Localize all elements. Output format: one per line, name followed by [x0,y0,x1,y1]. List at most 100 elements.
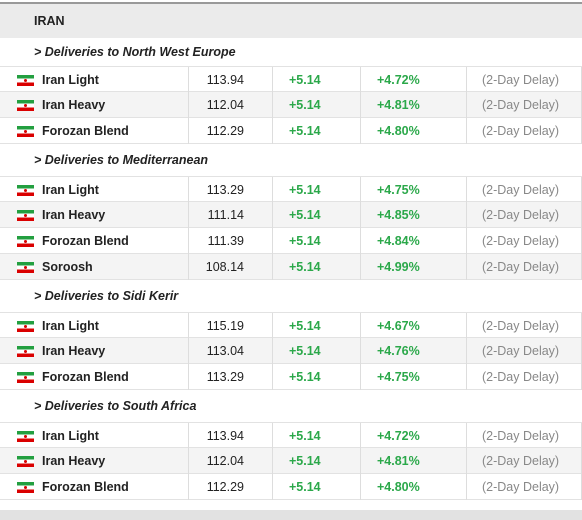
flag-icon [17,482,34,493]
column-divider [466,254,467,280]
change: +5.14 [289,234,321,248]
price: 112.04 [206,454,244,468]
column-divider [466,177,467,203]
column-divider [360,177,361,203]
flag-icon [17,346,34,357]
table-header: IRAN [0,2,582,38]
delay-note: (2-Day Delay) [482,480,560,494]
change-percent: +4.75% [377,183,420,197]
flag-emblem [24,104,27,107]
flag-icon [17,372,34,383]
column-divider [466,423,467,449]
column-divider [360,92,361,118]
price: 115.19 [206,319,244,333]
column-divider [272,228,273,254]
column-divider [188,202,189,228]
column-divider [360,202,361,228]
column-divider [360,254,361,280]
crude-name: Iran Light [42,183,99,197]
column-divider [188,448,189,474]
table-row: Forozan Blend 112.29 +5.14 +4.80% (2-Day Del… [0,118,582,144]
column-divider [360,338,361,364]
crude-name: Forozan Blend [42,370,129,384]
price: 111.39 [207,234,244,248]
flag-emblem [24,486,27,489]
table-row: Iran Light 113.29 +5.14 +4.75% (2-Day Delay) [0,176,582,203]
column-divider [360,474,361,500]
change-percent: +4.72% [377,73,420,87]
change-percent: +4.99% [377,260,420,274]
change: +5.14 [289,73,321,87]
crude-name: Soroosh [42,260,93,274]
change: +5.14 [289,480,321,494]
column-divider [188,338,189,364]
change: +5.14 [289,344,321,358]
price: 113.04 [206,344,244,358]
column-divider [466,92,467,118]
crude-name: Iran Heavy [42,454,106,468]
table-row: Soroosh 108.14 +5.14 +4.99% (2-Day Delay) [0,254,582,280]
table-row: Forozan Blend 113.29 +5.14 +4.75% (2-Day Del… [0,364,582,390]
flag-emblem [24,350,27,353]
change: +5.14 [289,183,321,197]
section-title: > Deliveries to South Africa [34,399,197,413]
flag-emblem [24,189,27,192]
flag-icon [17,456,34,467]
column-divider [272,474,273,500]
delay-note: (2-Day Delay) [482,208,560,222]
table-row: Iran Heavy 112.04 +5.14 +4.81% (2-Day Delay) [0,448,582,474]
delay-note: (2-Day Delay) [482,124,560,138]
delay-note: (2-Day Delay) [482,98,560,112]
change-percent: +4.80% [377,124,420,138]
flag-emblem [24,435,27,438]
section-title: > Deliveries to Sidi Kerir [34,289,179,303]
column-divider [466,474,467,500]
price: 112.04 [206,98,244,112]
delay-note: (2-Day Delay) [482,429,560,443]
column-divider [188,423,189,449]
delay-note: (2-Day Delay) [482,344,560,358]
table-row: Forozan Blend 112.29 +5.14 +4.80% (2-Day Del… [0,474,582,500]
change: +5.14 [289,260,321,274]
column-divider [272,92,273,118]
column-divider [188,364,189,390]
change-percent: +4.67% [377,319,420,333]
column-divider [272,67,273,93]
column-divider [188,177,189,203]
change-percent: +4.81% [377,98,420,112]
crude-name: Forozan Blend [42,480,129,494]
flag-icon [17,321,34,332]
table-row: Iran Light 113.94 +5.14 +4.72% (2-Day Delay) [0,66,582,93]
crude-name: Forozan Blend [42,234,129,248]
flag-icon [17,210,34,221]
flag-icon [17,431,34,442]
flag-emblem [24,376,27,379]
change: +5.14 [289,124,321,138]
change: +5.14 [289,429,321,443]
column-divider [188,228,189,254]
price: 113.94 [206,73,244,87]
table-row: Forozan Blend 111.39 +5.14 +4.84% (2-Day Del… [0,228,582,254]
column-divider [466,228,467,254]
column-divider [466,364,467,390]
flag-emblem [24,325,27,328]
column-divider [272,448,273,474]
table-row: Iran Heavy 112.04 +5.14 +4.81% (2-Day Delay) [0,92,582,118]
column-divider [188,118,189,144]
price: 111.14 [207,208,244,222]
flag-emblem [24,79,27,82]
change-percent: +4.80% [377,480,420,494]
column-divider [272,364,273,390]
crude-name: Forozan Blend [42,124,129,138]
change-percent: +4.75% [377,370,420,384]
footer-bar [0,510,582,520]
table-row: Iran Heavy 113.04 +5.14 +4.76% (2-Day Delay) [0,338,582,364]
column-divider [360,448,361,474]
column-divider [272,338,273,364]
delay-note: (2-Day Delay) [482,319,560,333]
price: 112.29 [206,480,244,494]
change: +5.14 [289,370,321,384]
delay-note: (2-Day Delay) [482,183,560,197]
column-divider [272,202,273,228]
change: +5.14 [289,454,321,468]
